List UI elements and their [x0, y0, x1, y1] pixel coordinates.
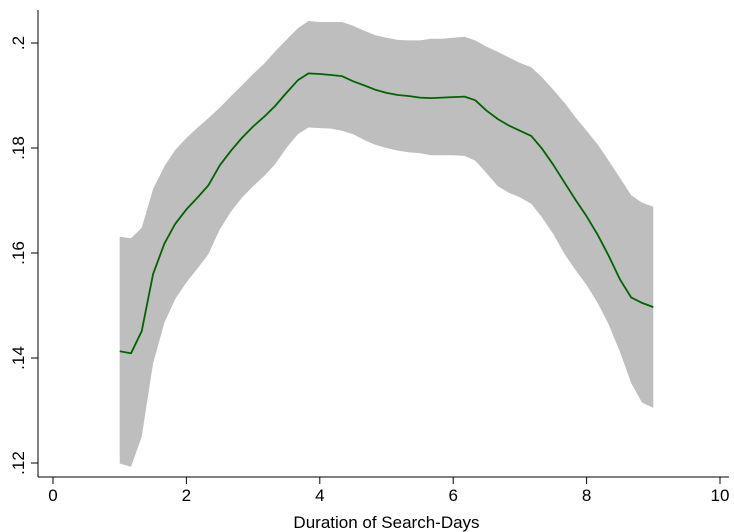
x-tick-label: 8 — [582, 486, 591, 505]
y-tick-label: .14 — [9, 346, 28, 370]
confidence-band-layer — [119, 21, 654, 467]
x-tick-label: 4 — [315, 486, 324, 505]
x-tick-label: 10 — [711, 486, 730, 505]
axes-layer — [37, 10, 729, 478]
y-tick-label: .12 — [9, 451, 28, 475]
ticks-layer: 0 2 4 6 8 10 .12 .14 .16 .18 .2 — [9, 36, 729, 505]
confidence-band — [119, 21, 654, 467]
x-tick-label: 0 — [48, 486, 57, 505]
y-tick-label: .16 — [9, 241, 28, 265]
series-line-layer — [119, 72, 654, 355]
y-tick-label: .2 — [9, 36, 28, 50]
series-line-0 — [119, 72, 654, 355]
x-axis-title: Duration of Search-Days — [293, 513, 479, 532]
y-tick-label: .18 — [9, 136, 28, 160]
x-tick-label: 6 — [448, 486, 457, 505]
x-tick-label: 2 — [182, 486, 191, 505]
